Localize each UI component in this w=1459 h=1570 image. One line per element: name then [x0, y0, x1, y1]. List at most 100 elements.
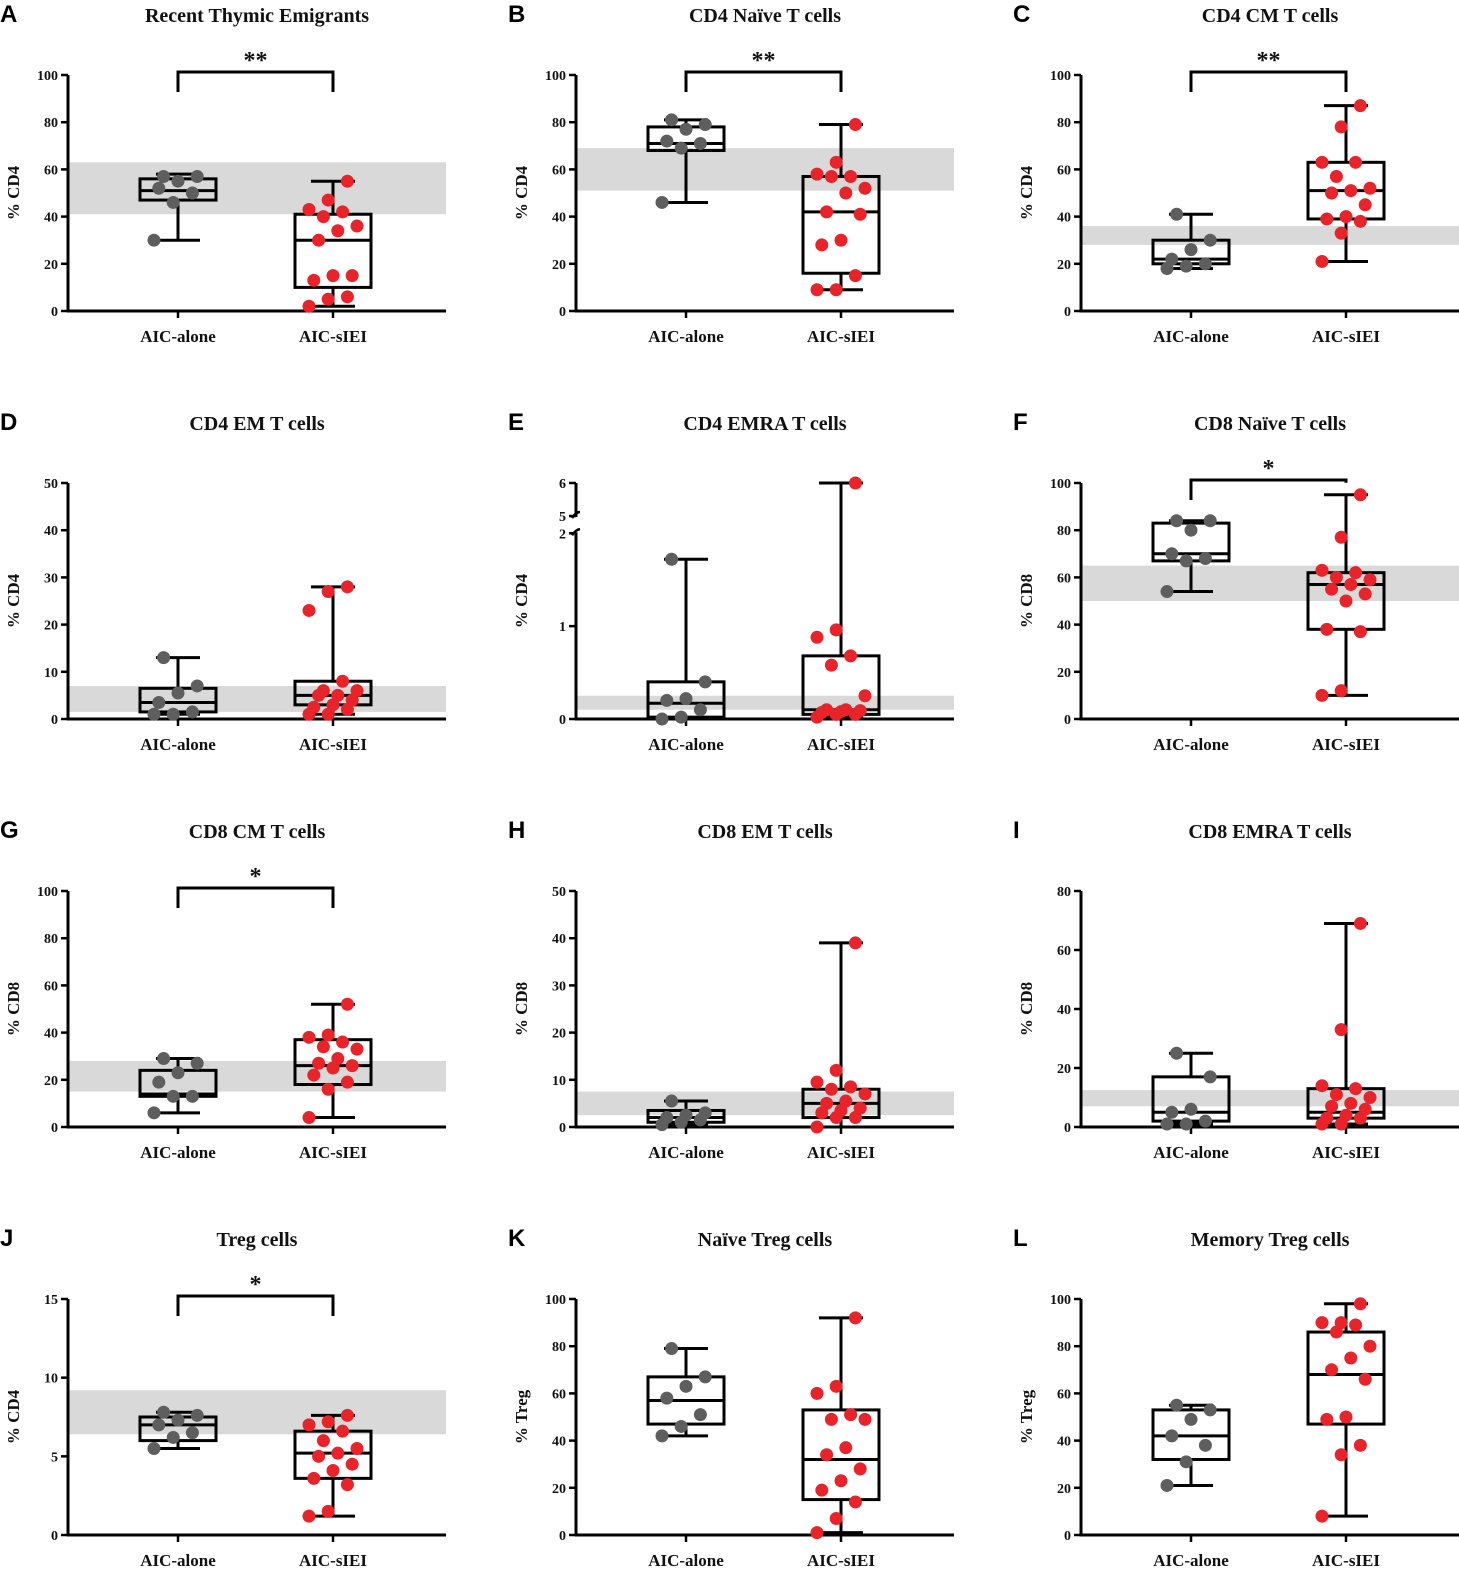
y-tick-label: 100	[37, 69, 58, 84]
box-group-aic-siei: AIC-sIEI	[801, 936, 881, 1162]
data-point	[321, 585, 335, 599]
x-category-label: AIC-alone	[140, 327, 216, 346]
panel-letter: G	[0, 817, 19, 844]
y-axis-label: % CD4	[4, 165, 23, 220]
data-point	[674, 710, 688, 724]
x-category-label: AIC-sIEI	[807, 735, 875, 754]
y-tick-label: 100	[545, 1293, 566, 1308]
data-point	[810, 630, 824, 644]
y-tick-label: 1	[559, 620, 566, 635]
y-axis-label: % CD8	[512, 982, 531, 1036]
data-point	[829, 155, 843, 169]
data-point	[321, 292, 335, 306]
bracket-line	[176, 1294, 335, 1316]
data-point	[829, 1379, 843, 1393]
y-tick-label: 20	[44, 258, 58, 273]
y-axis-label: % CD4	[4, 1389, 23, 1444]
box-group-aic-siei: AIC-sIEI	[1306, 1297, 1386, 1570]
data-point	[185, 186, 199, 200]
data-point	[679, 692, 693, 706]
data-point	[1344, 184, 1358, 198]
iqr-box	[801, 174, 881, 275]
chart-title: CD8 EMRA T cells	[1188, 821, 1351, 843]
reference-band	[576, 148, 954, 191]
panel-c: C CD4 CM T cells 0 20 40 60 80 100 % CD4 AIC-alon…	[1013, 1, 1459, 346]
y-tick-label: 0	[559, 1529, 566, 1544]
data-point	[1363, 1339, 1377, 1353]
data-point	[331, 1052, 345, 1066]
data-point	[1315, 1079, 1329, 1093]
data-point	[1353, 1297, 1367, 1311]
y-tick-label: 60	[552, 1387, 566, 1402]
data-point	[844, 169, 858, 183]
data-point	[166, 1089, 180, 1103]
data-point	[820, 703, 834, 717]
data-point	[844, 1080, 858, 1094]
significance-label: **	[244, 48, 268, 74]
box-group-aic-siei: AIC-sIEI	[293, 1408, 373, 1570]
data-point	[848, 1495, 862, 1509]
data-point	[321, 1415, 335, 1429]
bracket-line	[1189, 70, 1348, 92]
data-point	[190, 169, 204, 183]
significance-label: **	[1257, 48, 1281, 74]
data-point	[1160, 1478, 1174, 1492]
data-point	[152, 181, 166, 195]
y-axis-label: % CD4	[512, 573, 531, 628]
data-point	[1179, 554, 1193, 568]
data-point	[1353, 916, 1367, 930]
data-point	[815, 238, 829, 252]
y-tick-label: 0	[51, 1121, 58, 1136]
box-group-aic-alone: AIC-alone	[138, 651, 218, 754]
data-point	[1334, 120, 1348, 134]
y-tick-label: 0	[51, 1529, 58, 1544]
data-point	[321, 1504, 335, 1518]
data-point	[665, 552, 679, 566]
box-group-aic-alone: AIC-alone	[1151, 1398, 1231, 1570]
x-category-label: AIC-sIEI	[807, 327, 875, 346]
y-axis-label: % Treg	[512, 1389, 531, 1444]
y-tick-label: 100	[1050, 477, 1071, 492]
data-point	[1344, 1096, 1358, 1110]
panel-g: G CD8 CM T cells 0 20 40 60 80 100 % CD8 AIC-alon…	[0, 817, 446, 1162]
iqr-box	[293, 1038, 373, 1087]
significance-label: *	[1263, 456, 1275, 482]
data-point	[810, 1386, 824, 1400]
y-axis-label: % CD8	[4, 982, 23, 1036]
chart-title: CD8 EM T cells	[697, 821, 833, 843]
bracket-line	[176, 886, 335, 908]
data-point	[336, 205, 350, 219]
data-point	[1363, 1091, 1377, 1104]
data-point	[326, 1463, 340, 1477]
y-tick-label: 100	[1050, 1293, 1071, 1308]
data-point	[307, 700, 321, 714]
panel-letter: J	[0, 1225, 13, 1252]
y-tick-label: 100	[37, 885, 58, 900]
data-point	[1358, 198, 1372, 212]
data-point	[815, 1483, 829, 1497]
data-point	[340, 174, 354, 188]
significance-bracket: *	[176, 1272, 335, 1316]
iqr-box	[293, 212, 373, 289]
data-point	[1198, 1114, 1212, 1128]
data-point	[858, 1087, 872, 1101]
chart-title: Recent Thymic Emigrants	[145, 5, 369, 27]
box-group-aic-alone: AIC-alone	[138, 1052, 218, 1162]
reference-band	[68, 1390, 446, 1435]
data-point	[858, 689, 872, 703]
iqr-box	[1306, 571, 1386, 631]
data-point	[1325, 1363, 1339, 1377]
y-tick-label: 0	[51, 305, 58, 320]
data-point	[185, 1426, 199, 1440]
data-point	[674, 141, 688, 155]
data-point	[1344, 1351, 1358, 1365]
x-category-label: AIC-alone	[648, 1143, 724, 1162]
data-point	[829, 1063, 843, 1077]
y-tick-label: 40	[44, 1027, 58, 1042]
y-tick-label: 0	[559, 1121, 566, 1136]
data-point	[853, 1462, 867, 1476]
y-tick-label: 20	[1057, 258, 1071, 273]
data-point	[848, 269, 862, 283]
box-group-aic-siei: AIC-sIEI	[801, 118, 881, 346]
